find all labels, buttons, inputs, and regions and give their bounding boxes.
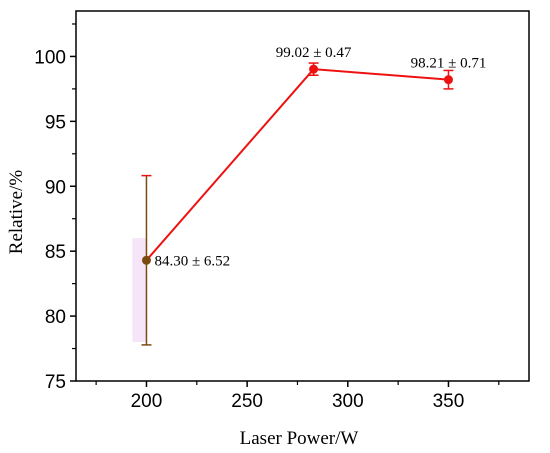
data-label: 99.02 ± 0.47 [276, 45, 352, 61]
series-line [145, 68, 449, 261]
markers [141, 64, 453, 265]
highlight-band-layer [132, 238, 147, 343]
data-point [141, 255, 151, 265]
highlight-band [132, 238, 147, 343]
y-tick-label: 90 [45, 177, 66, 198]
data-point [309, 64, 319, 74]
x-tick-label: 200 [131, 391, 163, 412]
axes [75, 10, 530, 382]
data-label: 84.30 ± 6.52 [154, 253, 230, 269]
ticks: 200 250 300 350 75 80 85 90 95 100 [34, 23, 500, 412]
series-line-layer [145, 68, 449, 261]
x-tick-label: 350 [433, 391, 465, 412]
y-tick-label: 85 [45, 242, 66, 263]
y-axis-title: Relative/% [6, 170, 27, 255]
x-axis-title: Laser Power/W [240, 428, 359, 449]
y-tick-label: 95 [45, 112, 66, 133]
data-point [443, 75, 453, 85]
data-label: 98.21 ± 0.71 [411, 56, 487, 72]
y-tick-label: 100 [34, 47, 66, 68]
data-labels: 84.30 ± 6.52 99.02 ± 0.47 98.21 ± 0.71 [154, 45, 486, 269]
plot-frame [75, 10, 530, 382]
y-tick-label: 80 [45, 307, 66, 328]
x-tick-label: 300 [332, 391, 364, 412]
x-tick-label: 250 [231, 391, 263, 412]
y-tick-label: 75 [45, 372, 66, 393]
error-bars [141, 62, 454, 346]
